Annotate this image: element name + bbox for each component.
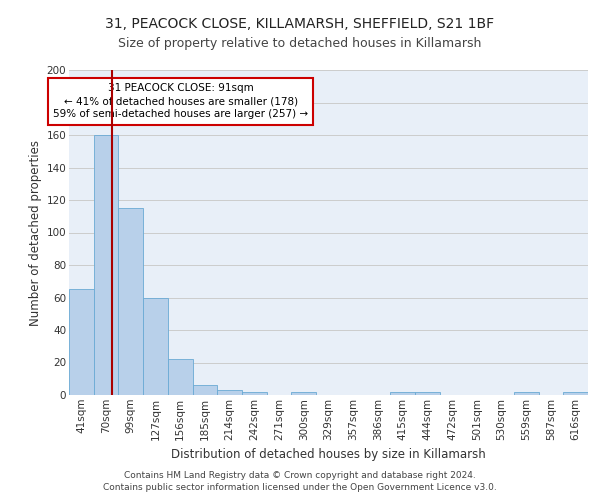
X-axis label: Distribution of detached houses by size in Killamarsh: Distribution of detached houses by size … [171, 448, 486, 461]
Bar [415, 392, 440, 395]
Bar [193, 385, 217, 395]
Text: Size of property relative to detached houses in Killamarsh: Size of property relative to detached ho… [118, 38, 482, 51]
Bar [390, 392, 415, 395]
Text: Contains HM Land Registry data © Crown copyright and database right 2024.
Contai: Contains HM Land Registry data © Crown c… [103, 471, 497, 492]
Bar [563, 392, 588, 395]
Text: 31, PEACOCK CLOSE, KILLAMARSH, SHEFFIELD, S21 1BF: 31, PEACOCK CLOSE, KILLAMARSH, SHEFFIELD… [106, 18, 494, 32]
Bar [69, 290, 94, 395]
Bar [143, 298, 168, 395]
Bar [118, 208, 143, 395]
Bar [168, 359, 193, 395]
Bar [217, 390, 242, 395]
Bar [94, 135, 118, 395]
Y-axis label: Number of detached properties: Number of detached properties [29, 140, 43, 326]
Bar [514, 392, 539, 395]
Bar [292, 392, 316, 395]
Bar [242, 392, 267, 395]
Text: 31 PEACOCK CLOSE: 91sqm
← 41% of detached houses are smaller (178)
59% of semi-d: 31 PEACOCK CLOSE: 91sqm ← 41% of detache… [53, 83, 308, 120]
